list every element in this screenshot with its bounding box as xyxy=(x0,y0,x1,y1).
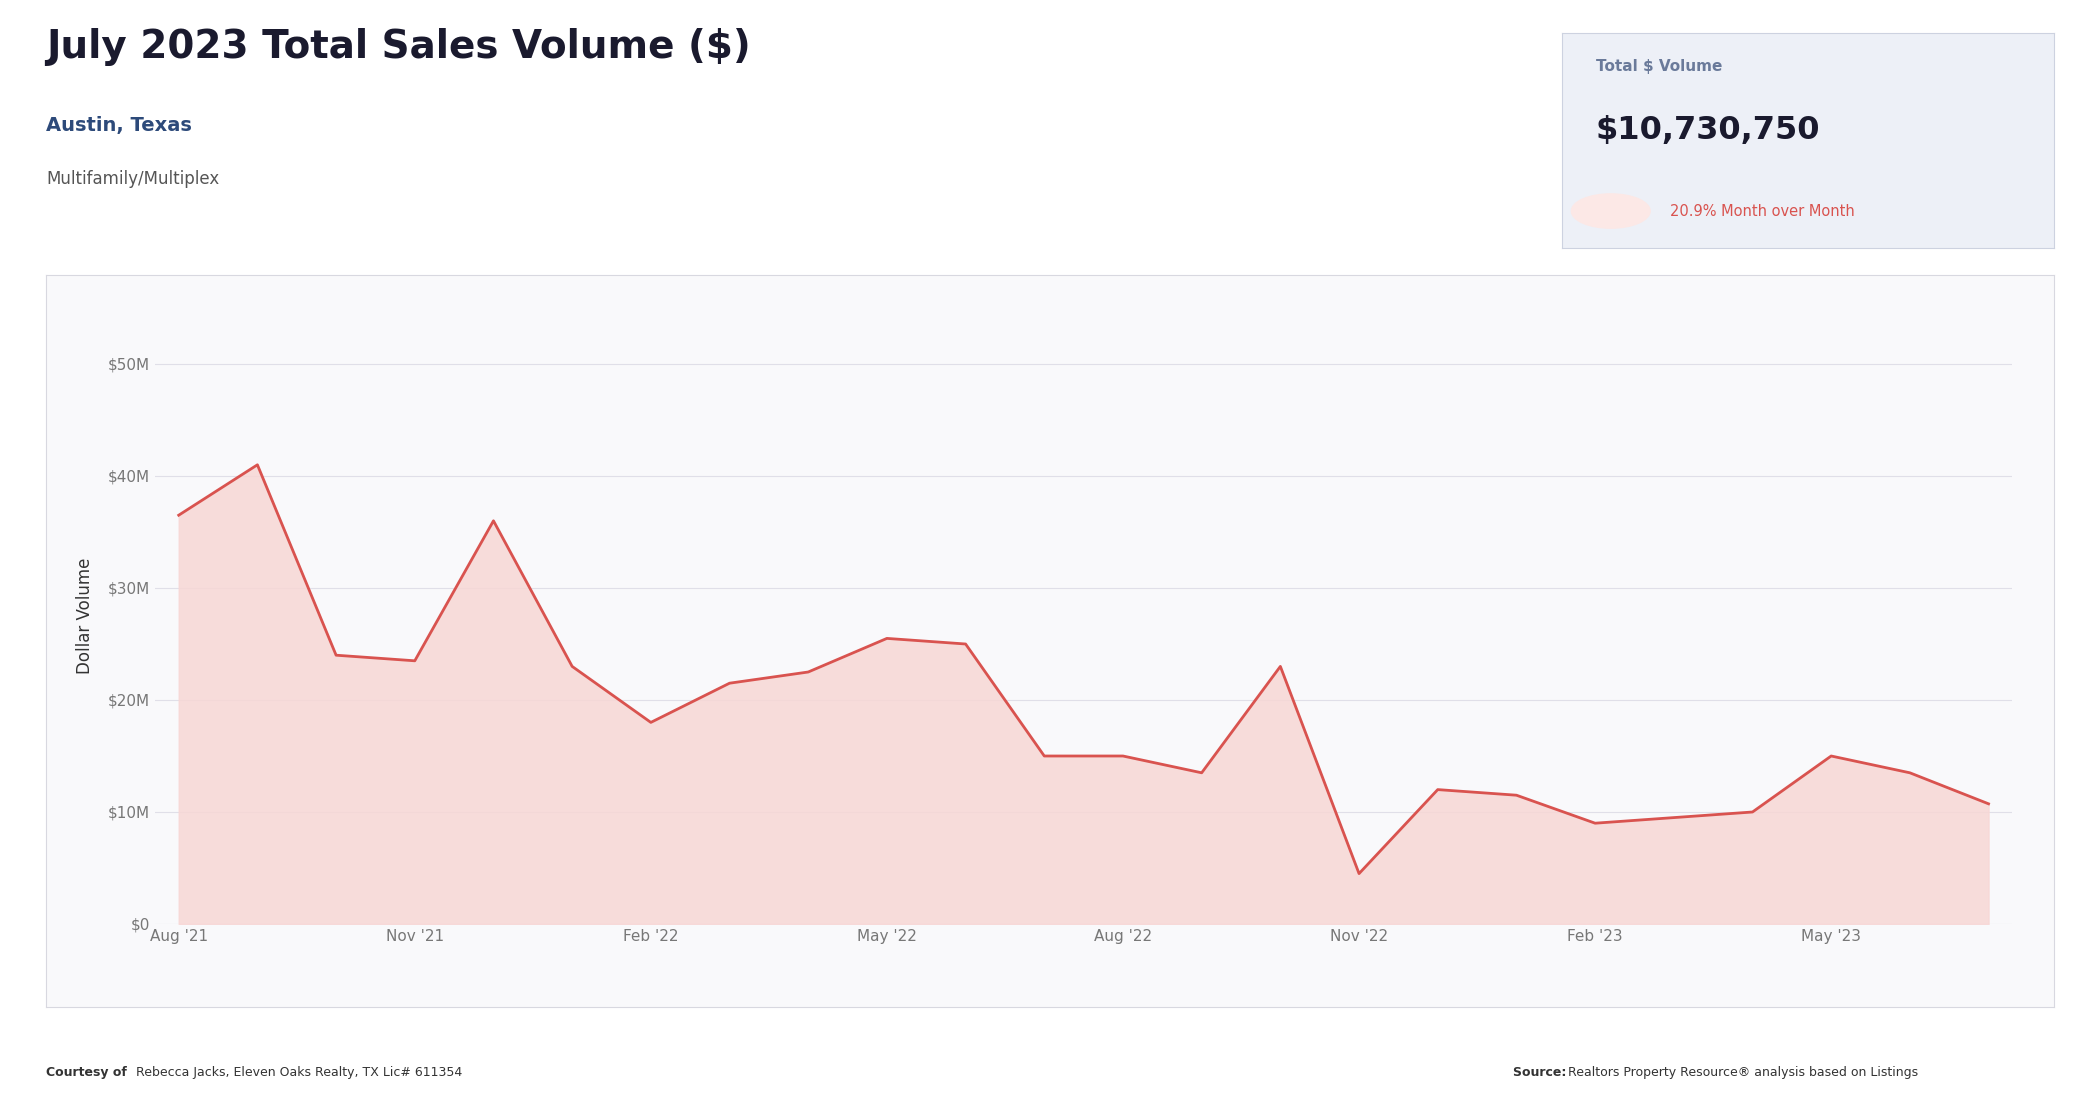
Text: Austin, Texas: Austin, Texas xyxy=(46,116,193,134)
Y-axis label: Dollar Volume: Dollar Volume xyxy=(75,558,94,674)
Text: Courtesy of: Courtesy of xyxy=(46,1066,132,1079)
Circle shape xyxy=(1572,194,1650,228)
Text: Realtors Property Resource® analysis based on Listings: Realtors Property Resource® analysis bas… xyxy=(1568,1066,1918,1079)
Text: Rebecca Jacks, Eleven Oaks Realty, TX Lic# 611354: Rebecca Jacks, Eleven Oaks Realty, TX Li… xyxy=(136,1066,463,1079)
Text: ↓: ↓ xyxy=(1606,204,1616,218)
Text: July 2023 Total Sales Volume ($): July 2023 Total Sales Volume ($) xyxy=(46,28,750,66)
Text: 20.9% Month over Month: 20.9% Month over Month xyxy=(1671,204,1855,219)
Text: Multifamily/Multiplex: Multifamily/Multiplex xyxy=(46,170,220,188)
Text: Total $ Volume: Total $ Volume xyxy=(1595,58,1723,74)
Text: Source:: Source: xyxy=(1513,1066,1572,1079)
Text: $10,730,750: $10,730,750 xyxy=(1595,114,1821,145)
